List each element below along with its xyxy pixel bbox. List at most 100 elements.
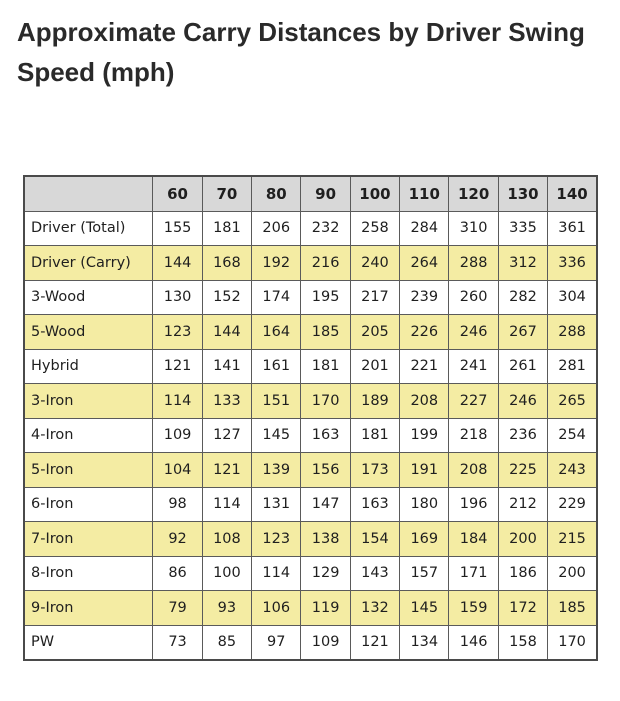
distance-cell: 265 <box>547 383 598 419</box>
distance-cell: 171 <box>448 555 499 591</box>
distance-cell: 195 <box>300 279 351 315</box>
distance-cell: 217 <box>349 279 401 315</box>
distance-cell: 97 <box>251 624 302 661</box>
header-row: 60 70 80 90 100 110 120 130 140 <box>23 175 598 212</box>
club-label-cell: 8-Iron <box>23 555 154 591</box>
distance-cell: 200 <box>547 555 598 591</box>
table-row: PW 73 85 97 109 121 134 146 158 170 <box>23 624 598 661</box>
carry-distance-table-container: 60 70 80 90 100 110 120 130 140 Driver (… <box>23 175 598 661</box>
club-label-cell: PW <box>23 624 154 661</box>
speed-header-cell: 120 <box>448 175 499 212</box>
distance-cell: 152 <box>201 279 253 315</box>
distance-cell: 236 <box>497 417 549 453</box>
distance-cell: 180 <box>399 486 450 522</box>
distance-cell: 189 <box>349 383 401 419</box>
distance-cell: 151 <box>251 383 302 419</box>
speed-header-cell: 70 <box>201 175 253 212</box>
distance-cell: 173 <box>349 452 401 488</box>
distance-cell: 127 <box>201 417 253 453</box>
club-label-cell: Driver (Carry) <box>23 245 154 281</box>
distance-cell: 206 <box>251 210 302 246</box>
distance-cell: 304 <box>547 279 598 315</box>
distance-cell: 229 <box>547 486 598 522</box>
distance-cell: 192 <box>251 245 302 281</box>
distance-cell: 163 <box>300 417 351 453</box>
distance-cell: 114 <box>251 555 302 591</box>
table-row: 5-Iron 104 121 139 156 173 191 208 225 243 <box>23 452 598 488</box>
club-label-cell: 3-Iron <box>23 383 154 419</box>
distance-cell: 267 <box>497 314 549 350</box>
table-row: 4-Iron 109 127 145 163 181 199 218 236 254 <box>23 417 598 453</box>
distance-cell: 361 <box>547 210 598 246</box>
distance-cell: 284 <box>399 210 450 246</box>
table-row: 7-Iron 92 108 123 138 154 169 184 200 215 <box>23 521 598 557</box>
distance-cell: 132 <box>349 590 401 626</box>
distance-cell: 154 <box>349 521 401 557</box>
distance-cell: 201 <box>349 348 401 384</box>
distance-cell: 146 <box>448 624 499 661</box>
header-corner-cell <box>23 175 154 212</box>
distance-cell: 226 <box>399 314 450 350</box>
distance-cell: 123 <box>152 314 203 350</box>
distance-cell: 106 <box>251 590 302 626</box>
distance-cell: 123 <box>251 521 302 557</box>
table-row: 9-Iron 79 93 106 119 132 145 159 172 185 <box>23 590 598 626</box>
distance-cell: 109 <box>152 417 203 453</box>
distance-cell: 86 <box>152 555 203 591</box>
distance-cell: 131 <box>251 486 302 522</box>
distance-cell: 168 <box>201 245 253 281</box>
distance-cell: 181 <box>349 417 401 453</box>
distance-cell: 164 <box>251 314 302 350</box>
distance-cell: 240 <box>349 245 401 281</box>
distance-cell: 241 <box>448 348 499 384</box>
distance-cell: 85 <box>201 624 253 661</box>
distance-cell: 258 <box>349 210 401 246</box>
club-label-cell: 5-Wood <box>23 314 154 350</box>
distance-cell: 104 <box>152 452 203 488</box>
distance-cell: 147 <box>300 486 351 522</box>
distance-cell: 114 <box>152 383 203 419</box>
distance-cell: 129 <box>300 555 351 591</box>
distance-cell: 119 <box>300 590 351 626</box>
distance-cell: 336 <box>547 245 598 281</box>
table-header: 60 70 80 90 100 110 120 130 140 <box>23 175 598 212</box>
distance-cell: 169 <box>399 521 450 557</box>
distance-cell: 170 <box>300 383 351 419</box>
table-row: Hybrid 121 141 161 181 201 221 241 261 281 <box>23 348 598 384</box>
distance-cell: 163 <box>349 486 401 522</box>
distance-cell: 243 <box>547 452 598 488</box>
distance-cell: 138 <box>300 521 351 557</box>
distance-cell: 185 <box>547 590 598 626</box>
table-row: 3-Wood 130 152 174 195 217 239 260 282 304 <box>23 279 598 315</box>
distance-cell: 121 <box>349 624 401 661</box>
distance-cell: 215 <box>547 521 598 557</box>
distance-cell: 212 <box>497 486 549 522</box>
club-label-cell: Hybrid <box>23 348 154 384</box>
distance-cell: 92 <box>152 521 203 557</box>
distance-cell: 73 <box>152 624 203 661</box>
distance-cell: 200 <box>497 521 549 557</box>
distance-cell: 141 <box>201 348 253 384</box>
distance-cell: 227 <box>448 383 499 419</box>
distance-cell: 93 <box>201 590 253 626</box>
distance-cell: 130 <box>152 279 203 315</box>
club-label-cell: 3-Wood <box>23 279 154 315</box>
distance-cell: 246 <box>448 314 499 350</box>
distance-cell: 185 <box>300 314 351 350</box>
distance-cell: 134 <box>399 624 450 661</box>
distance-cell: 143 <box>349 555 401 591</box>
distance-cell: 264 <box>399 245 450 281</box>
table-row: Driver (Total) 155 181 206 232 258 284 310 335 36… <box>23 210 598 246</box>
distance-cell: 133 <box>201 383 253 419</box>
distance-cell: 144 <box>152 245 203 281</box>
distance-cell: 335 <box>497 210 549 246</box>
distance-cell: 157 <box>399 555 450 591</box>
distance-cell: 170 <box>547 624 598 661</box>
distance-cell: 239 <box>399 279 450 315</box>
speed-header-cell: 80 <box>251 175 302 212</box>
distance-cell: 98 <box>152 486 203 522</box>
distance-cell: 260 <box>448 279 499 315</box>
distance-cell: 288 <box>448 245 499 281</box>
distance-cell: 221 <box>399 348 450 384</box>
distance-cell: 144 <box>201 314 253 350</box>
